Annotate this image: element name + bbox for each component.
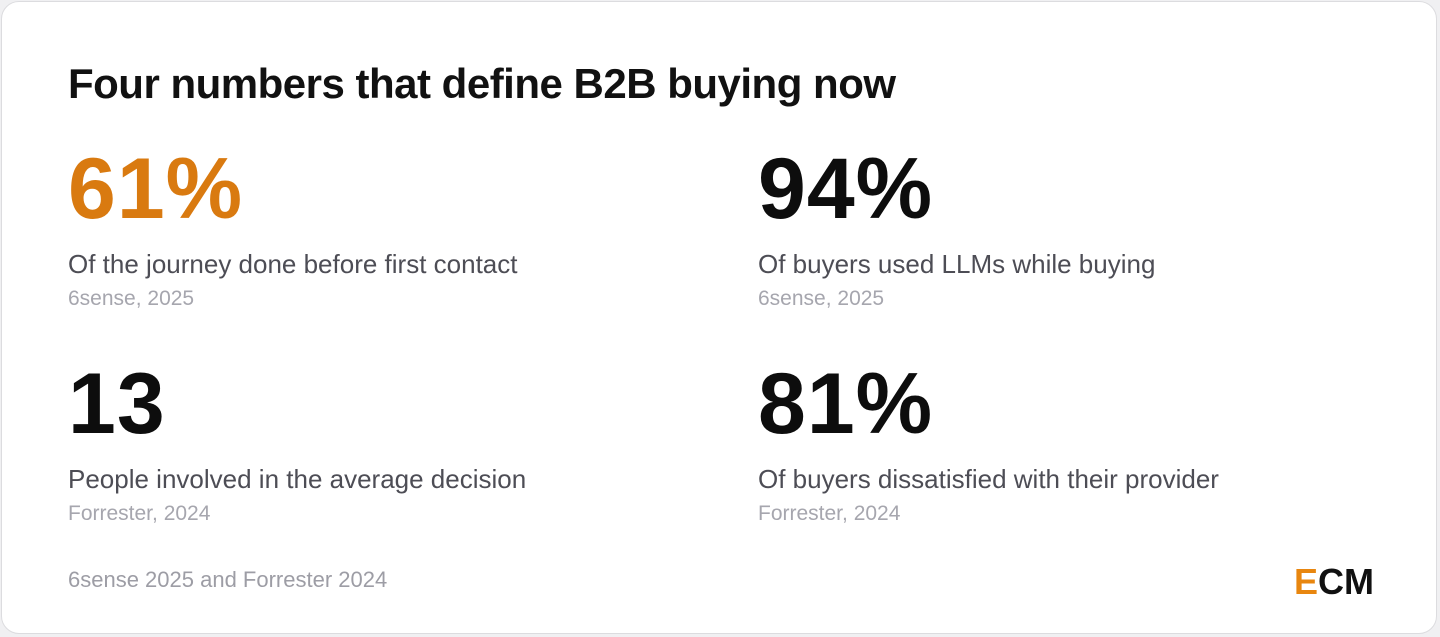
stat-value: 61% [68, 141, 244, 237]
logo-letters-cm: CM [1318, 561, 1374, 602]
logo-letter-e: E [1293, 561, 1318, 602]
stat-source: Forrester, 2024 [68, 502, 211, 525]
stat-llm-usage: 94% Of buyers used LLMs while buying 6se… [758, 144, 1378, 312]
stat-value: 13 [68, 356, 166, 452]
stat-label: Of the journey done before first contact [68, 249, 518, 279]
stat-people-involved: 13 People involved in the average decisi… [68, 359, 688, 527]
stat-source: Forrester, 2024 [758, 502, 901, 525]
ecm-logo: ECM [1294, 562, 1374, 602]
stat-value: 81% [758, 356, 934, 452]
stat-source: 6sense, 2025 [68, 287, 195, 310]
stat-label: Of buyers dissatisfied with their provid… [758, 464, 1219, 494]
stat-source: 6sense, 2025 [758, 287, 885, 310]
stat-journey: 61% Of the journey done before first con… [68, 144, 688, 312]
stat-dissatisfied: 81% Of buyers dissatisfied with their pr… [758, 359, 1378, 527]
card-title: Four numbers that define B2B buying now [68, 60, 896, 107]
stat-value: 94% [758, 141, 934, 237]
stat-label: Of buyers used LLMs while buying [758, 249, 1156, 279]
stat-label: People involved in the average decision [68, 464, 527, 494]
sources-footnote: 6sense 2025 and Forrester 2024 [68, 567, 388, 592]
